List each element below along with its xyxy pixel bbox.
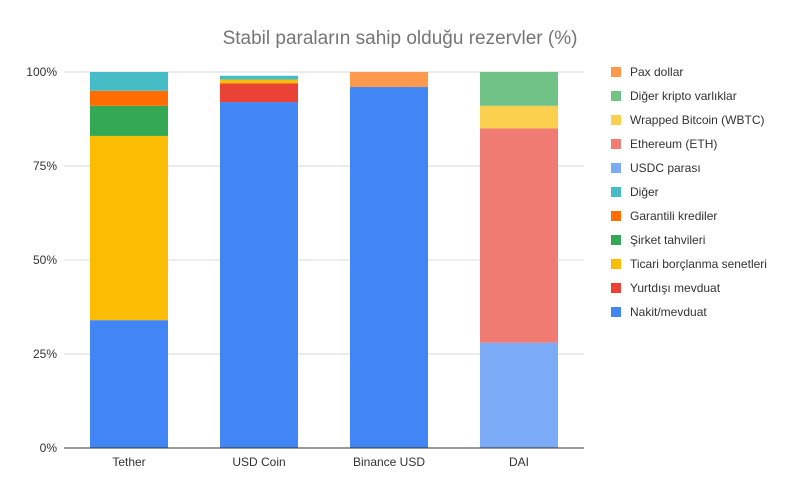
legend-label: Yurtdışı mevduat [630, 281, 721, 295]
bar-segment [220, 83, 298, 103]
legend-label: Diğer [630, 185, 659, 199]
bars [90, 72, 558, 448]
legend-swatch [611, 187, 621, 197]
bar-segment [350, 87, 428, 448]
y-tick-label: 100% [26, 65, 57, 79]
y-tick-label: 75% [33, 159, 57, 173]
legend-label: Ethereum (ETH) [630, 137, 717, 151]
x-tick-label: Binance USD [353, 455, 425, 469]
bar-segment [90, 135, 168, 321]
legend-label: Şirket tahvileri [630, 233, 705, 247]
y-tick-label: 0% [40, 441, 58, 455]
legend-swatch [611, 259, 621, 269]
bar-segment [90, 90, 168, 106]
legend-label: Diğer kripto varlıklar [630, 89, 737, 103]
bar-segment [480, 128, 558, 343]
legend-swatch [611, 235, 621, 245]
bar-segment [90, 72, 168, 91]
bar-segment [90, 105, 168, 136]
legend-label: Wrapped Bitcoin (WBTC) [630, 113, 764, 127]
bar-segment [220, 102, 298, 448]
legend-swatch [611, 91, 621, 101]
legend-label: Pax dollar [630, 65, 683, 79]
y-tick-label: 50% [33, 253, 57, 267]
bar-segment [350, 72, 428, 88]
bar-segment [220, 75, 298, 80]
legend-swatch [611, 307, 621, 317]
legend-swatch [611, 163, 621, 173]
legend-swatch [611, 283, 621, 293]
x-tick-label: USD Coin [232, 455, 285, 469]
bar-segment [220, 79, 298, 84]
legend-label: Ticari borçlanma senetleri [630, 257, 767, 271]
legend-label: Nakit/mevduat [630, 305, 707, 319]
bar-segment [480, 105, 558, 129]
legend-label: Garantili krediler [630, 209, 717, 223]
legend-swatch [611, 67, 621, 77]
x-tick-label: Tether [112, 455, 145, 469]
legend-label: USDC parası [630, 161, 701, 175]
legend-swatch [611, 211, 621, 221]
legend-swatch [611, 115, 621, 125]
chart-title: Stabil paraların sahip olduğu rezervler … [223, 28, 578, 49]
bar-segment [480, 342, 558, 448]
bar-segment [480, 72, 558, 106]
y-tick-label: 25% [33, 347, 57, 361]
legend: Pax dollar Diğer kripto varlıklar Wrapped … [611, 65, 767, 319]
legend-swatch [611, 139, 621, 149]
axes: 0% 25% 50% 75% 100% Tether USD Coin Binance USD… [26, 65, 584, 469]
x-tick-label: DAI [509, 455, 529, 469]
bar-segment [90, 320, 168, 448]
